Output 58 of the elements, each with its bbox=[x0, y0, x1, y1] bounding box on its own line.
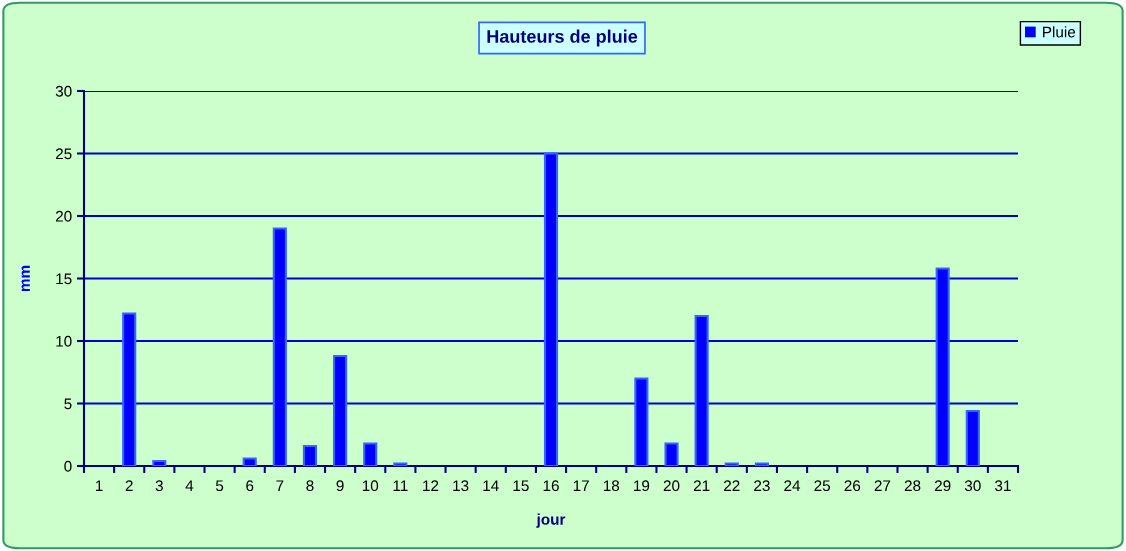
bar bbox=[302, 444, 318, 466]
x-tick-label: 25 bbox=[814, 480, 831, 492]
x-tick-label: 9 bbox=[336, 480, 344, 492]
x-tick-label: 14 bbox=[483, 480, 499, 491]
x-tick-label: 8 bbox=[306, 480, 314, 492]
y-tick-label: 30 bbox=[55, 85, 72, 97]
legend-label: Pluie bbox=[1043, 26, 1076, 38]
y-tick-label: 15 bbox=[56, 273, 72, 285]
bar bbox=[634, 377, 649, 466]
x-tick-label: 15 bbox=[513, 480, 529, 492]
x-tick-label: 31 bbox=[995, 480, 1011, 492]
y-tick-label: 20 bbox=[55, 210, 72, 222]
bar bbox=[393, 462, 408, 466]
x-tick-label: 13 bbox=[453, 480, 469, 492]
y-tick-label: 25 bbox=[55, 148, 72, 160]
x-tick-label: 5 bbox=[215, 480, 224, 492]
bar bbox=[122, 312, 137, 466]
x-tick-label: 12 bbox=[423, 480, 439, 491]
x-tick-label: 16 bbox=[543, 480, 559, 492]
x-tick-label: 30 bbox=[964, 480, 981, 492]
bar bbox=[965, 409, 980, 466]
x-tick-label: 22 bbox=[724, 480, 740, 491]
x-tick-label: 27 bbox=[874, 480, 891, 491]
x-tick-label: 17 bbox=[573, 480, 589, 491]
x-tick-label: 3 bbox=[155, 480, 163, 492]
bar bbox=[754, 462, 769, 466]
bar bbox=[694, 314, 709, 466]
x-tick-label: 28 bbox=[904, 480, 921, 492]
bar bbox=[333, 354, 348, 466]
x-tick-label: 2 bbox=[125, 480, 133, 491]
chart-title: Hauteurs de pluie bbox=[487, 29, 638, 47]
x-tick-label: 4 bbox=[185, 480, 194, 491]
y-tick-label: 5 bbox=[64, 398, 72, 410]
y-tick-label: 10 bbox=[56, 335, 72, 347]
x-tick-label: 18 bbox=[603, 480, 620, 492]
x-tick-label: 11 bbox=[393, 480, 408, 491]
x-tick-label: 20 bbox=[663, 480, 680, 492]
x-tick-label: 29 bbox=[934, 480, 951, 492]
x-tick-label: 1 bbox=[95, 480, 103, 491]
x-tick-label: 23 bbox=[754, 480, 770, 492]
x-tick-label: 19 bbox=[634, 480, 650, 492]
y-tick-label: 0 bbox=[64, 460, 72, 472]
bar bbox=[724, 462, 739, 466]
x-tick-label: 10 bbox=[362, 480, 379, 492]
x-tick-label: 26 bbox=[844, 480, 861, 492]
x-tick-label: 24 bbox=[784, 480, 801, 491]
y-axis-title: mm bbox=[21, 265, 30, 292]
bar bbox=[242, 457, 257, 466]
bar bbox=[543, 152, 559, 466]
x-tick-label: 7 bbox=[276, 480, 284, 491]
bar bbox=[272, 227, 287, 466]
x-axis-title: jour bbox=[536, 513, 566, 528]
x-tick-label: 21 bbox=[693, 480, 710, 491]
x-tick-label: 6 bbox=[246, 480, 254, 492]
bar bbox=[664, 442, 679, 466]
bar bbox=[152, 459, 167, 466]
bar bbox=[935, 267, 950, 466]
bar bbox=[363, 442, 378, 466]
